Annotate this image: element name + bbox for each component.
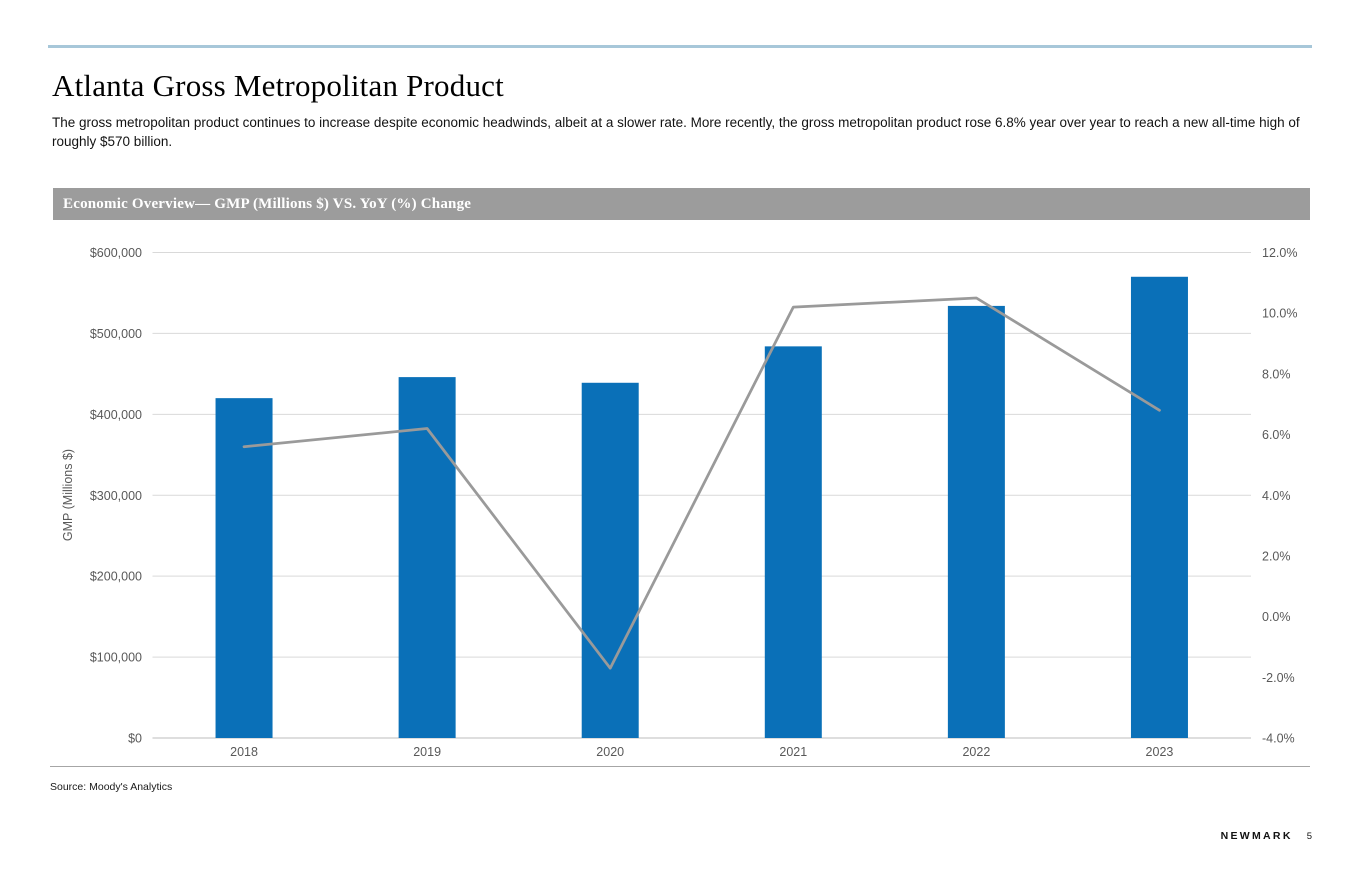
x-axis-label-2020: 2020 (596, 745, 624, 759)
right-axis-tick-label: 8.0% (1262, 367, 1291, 381)
x-axis-label-2023: 2023 (1146, 745, 1174, 759)
gmp-bar-2019 (398, 377, 456, 738)
left-axis-title: GMP (Millions $) (61, 449, 75, 541)
yoy-line (242, 296, 1161, 670)
left-axis-tick-label: $0 (128, 732, 142, 746)
chart-header-bar: Economic Overview— GMP (Millions $) VS. … (53, 188, 1310, 220)
x-axis-label-2019: 2019 (413, 745, 441, 759)
footer-brand-row: NEWMARK 5 (1221, 830, 1312, 842)
right-axis-tick-label: -2.0% (1262, 671, 1295, 685)
right-axis-tick-label: 4.0% (1262, 489, 1291, 503)
left-axis-tick-label: $400,000 (90, 408, 142, 422)
gmp-bar-2021 (764, 346, 822, 738)
right-axis-tick-label: 12.0% (1262, 246, 1297, 260)
right-axis-tick-label: -4.0% (1262, 732, 1295, 746)
newmark-logo: NEWMARK (1220, 830, 1293, 842)
page-number: 5 (1306, 830, 1312, 842)
x-axis-label-2018: 2018 (230, 745, 258, 759)
left-axis-tick-label: $600,000 (90, 246, 142, 260)
right-axis-tick-label: 2.0% (1262, 549, 1291, 563)
source-note: Source: Moody's Analytics (50, 781, 173, 793)
page-subtitle: The gross metropolitan product continues… (52, 115, 1300, 149)
left-axis-tick-label: $300,000 (90, 489, 142, 503)
gmp-bar-2022 (947, 305, 1005, 738)
top-accent-rule (48, 45, 1312, 48)
gmp-bar-2018 (215, 398, 273, 738)
footer-divider (50, 766, 1310, 767)
right-axis-tick-label: 0.0% (1262, 610, 1291, 624)
x-axis-label-2022: 2022 (962, 745, 990, 759)
page-title: Atlanta Gross Metropolitan Product (52, 68, 504, 103)
right-axis-tick-label: 6.0% (1262, 428, 1291, 442)
left-axis-tick-label: $100,000 (90, 651, 142, 665)
gmp-bar-2023 (1130, 276, 1188, 738)
right-axis-tick-label: 10.0% (1262, 307, 1297, 321)
x-axis-label-2021: 2021 (779, 745, 807, 759)
chart-header-label: Economic Overview— GMP (Millions $) VS. … (63, 195, 472, 212)
left-axis-tick-label: $200,000 (90, 570, 142, 584)
gmp-bar-2020 (581, 382, 639, 738)
left-axis-tick-label: $500,000 (90, 327, 142, 341)
